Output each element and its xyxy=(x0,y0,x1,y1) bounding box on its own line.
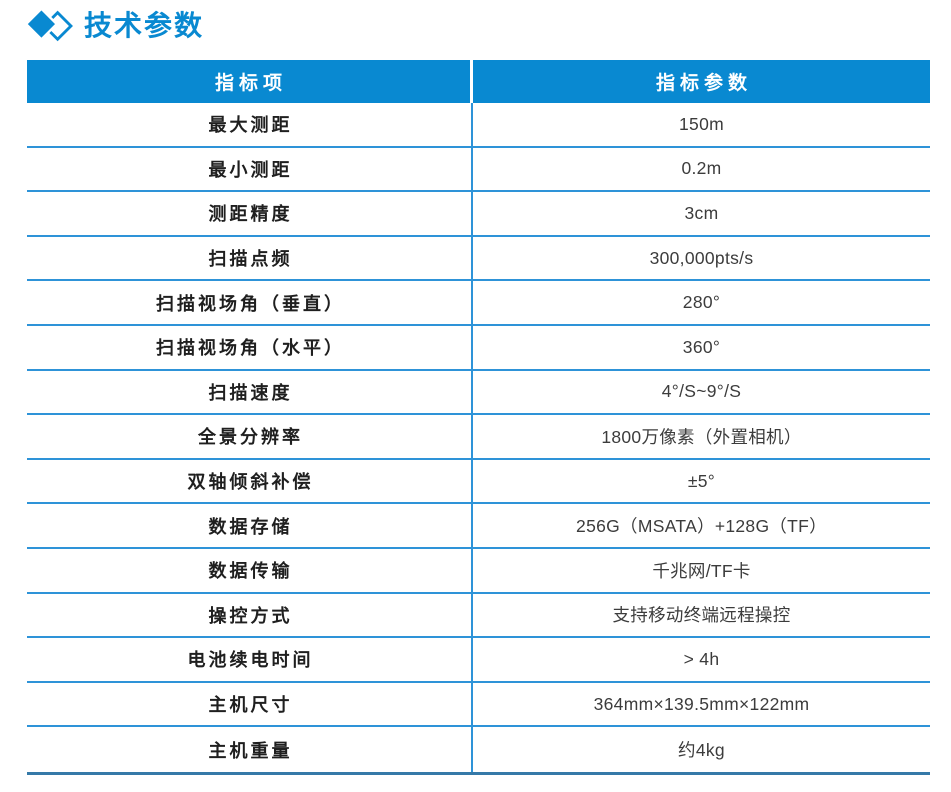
spec-item-label: 扫描视场角（垂直） xyxy=(27,281,473,324)
table-row: 主机重量 约4kg xyxy=(27,727,930,772)
spec-item-value: 约4kg xyxy=(678,740,725,761)
spec-table-body: 最大测距 150m 最小测距 0.2m 测距精度 3cm 扫描点频 300,00… xyxy=(27,103,930,775)
table-row: 测距精度 3cm xyxy=(27,192,930,237)
table-row: 数据存储 256G（MSATA）+128G（TF） xyxy=(27,504,930,549)
spec-item-label: 最小测距 xyxy=(27,147,473,191)
spec-table-header-row: 指标项 指标参数 xyxy=(27,60,930,103)
spec-item-label: 扫描视场角（水平） xyxy=(27,325,473,369)
spec-item-value: 4°/S~9°/S xyxy=(661,381,742,402)
spec-item-label: 操控方式 xyxy=(27,593,473,637)
table-row: 扫描点频 300,000pts/s xyxy=(27,236,930,282)
spec-item-value: 0.2m xyxy=(681,158,722,179)
table-row: 数据传输 千兆网/TF卡 xyxy=(27,548,930,594)
spec-item-value: 280° xyxy=(682,292,721,313)
spec-item-value: 360° xyxy=(682,336,721,357)
spec-item-value: ±5° xyxy=(687,470,716,491)
table-row: 扫描视场角（水平） 360° xyxy=(27,325,930,371)
table-row: 最小测距 0.2m xyxy=(27,147,930,193)
spec-item-label: 全景分辨率 xyxy=(27,415,473,458)
spec-item-label: 数据存储 xyxy=(27,504,473,547)
column-header-value: 指标参数 xyxy=(655,73,752,94)
spec-item-value: 364mm×139.5mm×122mm xyxy=(593,693,810,714)
spec-item-value: 256G（MSATA）+128G（TF） xyxy=(576,516,827,537)
column-header-item: 指标项 xyxy=(27,60,473,103)
spec-item-value: 支持移动终端远程操控 xyxy=(612,605,791,626)
page-title: 技术参数 xyxy=(84,10,205,41)
table-row: 扫描速度 4°/S~9°/S xyxy=(27,370,930,416)
spec-item-label: 扫描点频 xyxy=(27,236,473,280)
spec-item-value: 300,000pts/s xyxy=(649,247,754,268)
spec-item-value: > 4h xyxy=(683,648,720,669)
section-title-bar: 技术参数 xyxy=(26,3,204,47)
table-row: 全景分辨率 1800万像素（外置相机） xyxy=(27,415,930,460)
spec-item-label: 主机重量 xyxy=(27,727,473,772)
spec-item-value: 3cm xyxy=(684,202,719,223)
spec-item-label: 电池续电时间 xyxy=(27,638,473,681)
table-row: 最大测距 150m xyxy=(27,103,930,148)
spec-item-label: 双轴倾斜补偿 xyxy=(27,459,473,503)
table-row: 电池续电时间 > 4h xyxy=(27,638,930,683)
spec-item-label: 主机尺寸 xyxy=(27,682,473,726)
table-row: 操控方式 支持移动终端远程操控 xyxy=(27,593,930,639)
spec-item-label: 扫描速度 xyxy=(27,370,473,414)
table-row: 双轴倾斜补偿 ±5° xyxy=(27,459,930,505)
spec-item-label: 最大测距 xyxy=(27,103,473,146)
spec-item-value: 1800万像素（外置相机） xyxy=(601,426,802,447)
double-diamond-icon xyxy=(26,7,73,42)
table-row: 主机尺寸 364mm×139.5mm×122mm xyxy=(27,682,930,728)
spec-item-label: 数据传输 xyxy=(27,548,473,592)
spec-item-value: 千兆网/TF卡 xyxy=(652,560,751,581)
spec-table: 指标项 指标参数 最大测距 150m 最小测距 0.2m 测距精度 3cm 扫描… xyxy=(27,60,930,775)
spec-item-value: 150m xyxy=(679,113,724,134)
table-row: 扫描视场角（垂直） 280° xyxy=(27,281,930,326)
spec-item-label: 测距精度 xyxy=(27,192,473,235)
